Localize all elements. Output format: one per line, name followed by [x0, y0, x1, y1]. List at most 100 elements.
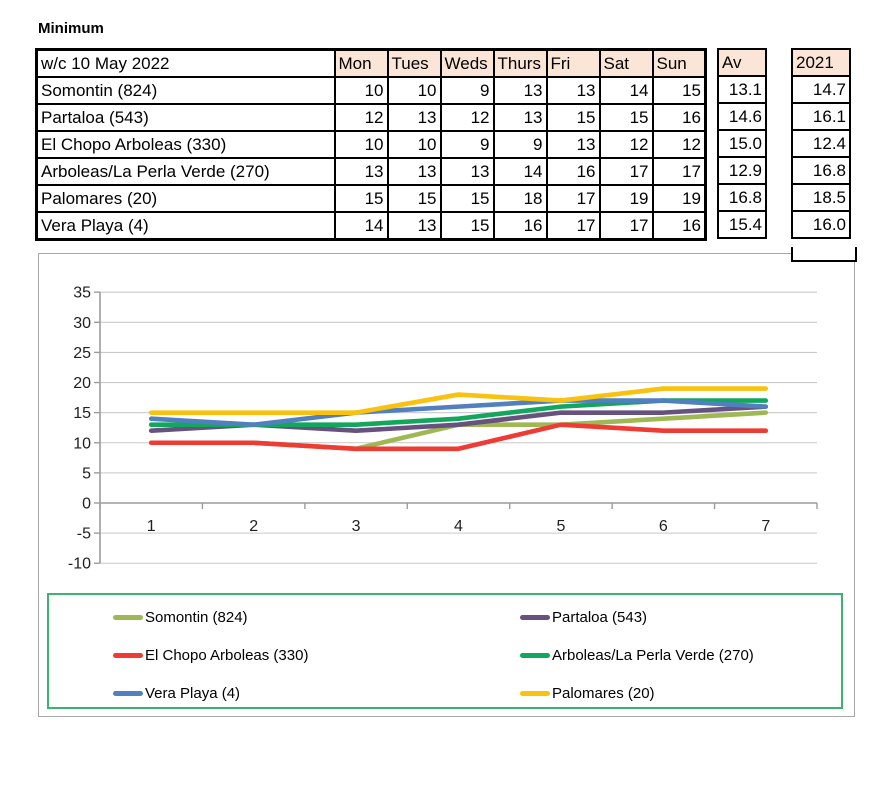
value-cell: 12 [598, 130, 654, 159]
table-row: El Chopo Arboleas (330) 10 10 9 9 13 12 … [35, 130, 707, 159]
avg-cell: 16.8 [717, 183, 767, 212]
value-cell: 12 [651, 130, 707, 159]
legend-swatch [520, 690, 550, 696]
location-cell: Arboleas/La Perla Verde (270) [35, 157, 336, 186]
table-row: Palomares (20) 15 15 15 18 17 19 19 [35, 184, 707, 213]
y-tick-label: 15 [73, 405, 91, 422]
series-line-5 [148, 386, 769, 415]
value-cell: 10 [333, 76, 389, 105]
value-cell: 18 [492, 184, 548, 213]
value-cell: 13 [545, 76, 601, 105]
day-header-sun: Sun [651, 48, 707, 78]
location-cell: Palomares (20) [35, 184, 336, 213]
x-tick-label: 4 [454, 518, 463, 535]
series-line-4 [148, 398, 769, 427]
value-cell: 15 [545, 103, 601, 132]
value-cell: 14 [333, 211, 389, 241]
prev-year-cell: 18.5 [791, 183, 851, 212]
avg-cell: 14.6 [717, 102, 767, 131]
value-cell: 15 [333, 184, 389, 213]
value-cell: 13 [386, 103, 442, 132]
y-tick-label: 10 [73, 435, 91, 452]
value-cell: 13 [439, 157, 495, 186]
y-tick-label: -5 [77, 526, 91, 543]
average-column-table: Av 13.1 14.6 15.0 12.9 16.8 15.4 [717, 48, 767, 239]
x-tick-label: 7 [761, 518, 770, 535]
day-header-mon: Mon [333, 48, 389, 78]
prev-year-header-cell: 2021 [791, 48, 851, 77]
value-cell: 13 [545, 130, 601, 159]
legend-label: Arboleas/La Perla Verde (270) [552, 646, 754, 664]
legend-swatch [113, 652, 143, 658]
value-cell: 15 [598, 103, 654, 132]
value-cell: 10 [386, 76, 442, 105]
chart-container: -10 -5 0 5 10 15 20 25 30 35 1 2 3 4 5 6 7 Somontin (824… [38, 253, 855, 717]
legend-item: El Chopo Arboleas (330) [113, 644, 308, 666]
location-cell: Partaloa (543) [35, 103, 336, 132]
prev-year-column-table: 2021 14.7 16.1 12.4 16.8 18.5 16.0 [791, 48, 851, 239]
value-cell: 17 [598, 211, 654, 241]
location-cell: El Chopo Arboleas (330) [35, 130, 336, 159]
value-cell: 17 [545, 184, 601, 213]
table-row: Arboleas/La Perla Verde (270) 13 13 13 1… [35, 157, 707, 186]
value-cell: 9 [492, 130, 548, 159]
data-table: w/c 10 May 2022 Mon Tues Weds Thurs Fri … [35, 48, 707, 241]
y-tick-label: 0 [82, 496, 91, 513]
value-cell: 17 [651, 157, 707, 186]
legend-item: Somontin (824) [113, 606, 248, 628]
prev-year-cell: 12.4 [791, 129, 851, 158]
x-tick-label: 1 [147, 518, 156, 535]
value-cell: 13 [386, 157, 442, 186]
legend-swatch [113, 690, 143, 696]
x-tick-label: 2 [249, 518, 258, 535]
legend-item: Partaloa (543) [520, 606, 647, 628]
value-cell: 16 [492, 211, 548, 241]
sheet-title: Minimum [38, 20, 104, 37]
series-line-2 [148, 422, 769, 452]
day-header-fri: Fri [545, 48, 601, 78]
value-cell: 17 [598, 157, 654, 186]
avg-cell: 12.9 [717, 156, 767, 185]
prev-year-cell: 16.1 [791, 102, 851, 131]
location-cell: Somontin (824) [35, 76, 336, 105]
day-header-sat: Sat [598, 48, 654, 78]
avg-cell: 13.1 [717, 75, 767, 104]
location-cell: Vera Playa (4) [35, 211, 336, 241]
legend-label: Vera Playa (4) [145, 684, 241, 702]
value-cell: 15 [439, 211, 495, 241]
legend-label: Somontin (824) [145, 608, 248, 626]
prev-year-cell: 16.8 [791, 156, 851, 185]
value-cell: 13 [492, 103, 548, 132]
prev-year-cell: 16.0 [791, 210, 851, 239]
x-tick-label: 5 [556, 518, 565, 535]
day-header-tues: Tues [386, 48, 442, 78]
table-row: Vera Playa (4) 14 13 15 16 17 17 16 [35, 211, 707, 241]
value-cell: 17 [545, 211, 601, 241]
day-header-thurs: Thurs [492, 48, 548, 78]
legend-swatch [520, 614, 550, 620]
legend-swatch [520, 652, 550, 658]
legend-item: Vera Playa (4) [113, 682, 240, 704]
value-cell: 15 [439, 184, 495, 213]
value-cell: 9 [439, 76, 495, 105]
value-cell: 13 [492, 76, 548, 105]
value-cell: 16 [651, 103, 707, 132]
value-cell: 10 [386, 130, 442, 159]
prev-year-cell: 14.7 [791, 75, 851, 104]
value-cell: 13 [386, 211, 442, 241]
value-cell: 9 [439, 130, 495, 159]
table-row: Partaloa (543) 12 13 12 13 15 15 16 [35, 103, 707, 132]
chart-legend: Somontin (824) Partaloa (543) El Chopo A… [47, 593, 843, 709]
y-tick-label: 25 [73, 345, 91, 362]
value-cell: 15 [386, 184, 442, 213]
legend-label: Partaloa (543) [552, 608, 648, 626]
table-header-row: w/c 10 May 2022 Mon Tues Weds Thurs Fri … [35, 48, 707, 78]
value-cell: 13 [333, 157, 389, 186]
value-cell: 16 [545, 157, 601, 186]
value-cell: 14 [492, 157, 548, 186]
week-header-cell: w/c 10 May 2022 [35, 48, 336, 78]
legend-swatch [113, 614, 143, 620]
value-cell: 12 [439, 103, 495, 132]
y-tick-label: 35 [73, 285, 91, 302]
y-tick-label: -10 [68, 556, 91, 573]
